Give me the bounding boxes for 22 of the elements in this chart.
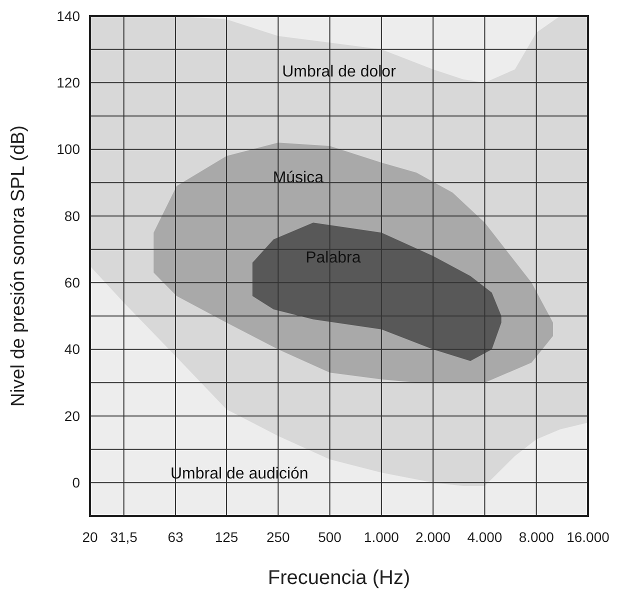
y-tick-label: 0 [72, 474, 80, 491]
text: Palabra [306, 250, 361, 267]
x-tick-label: 8.000 [518, 529, 554, 545]
y-tick-label: 40 [64, 341, 80, 358]
x-tick-label: 500 [318, 529, 342, 545]
y-tick-label: 100 [56, 141, 80, 158]
y-tick-label: 20 [64, 408, 80, 424]
x-tick-label: 20 [82, 529, 98, 545]
x-tick-label: 63 [168, 529, 184, 545]
x-tick-label: 31,5 [110, 529, 138, 545]
x-tick-label: 4.000 [467, 529, 502, 545]
y-axis-title: Nivel de presión sonora SPL (dB) [8, 125, 29, 407]
y-tick-label: 80 [64, 208, 80, 224]
x-tick-label: 2.000 [416, 529, 451, 545]
x-axis-title: Frecuencia (Hz) [268, 567, 410, 589]
y-tick-label: 120 [56, 74, 80, 91]
x-tick-label: 1.000 [364, 529, 400, 545]
x-tick-label: 250 [266, 529, 290, 545]
y-tick-label: 140 [56, 8, 80, 24]
x-tick-label: 125 [214, 529, 238, 545]
x-tick-label: 16.000 [566, 529, 610, 545]
y-tick-label: 60 [64, 274, 80, 291]
